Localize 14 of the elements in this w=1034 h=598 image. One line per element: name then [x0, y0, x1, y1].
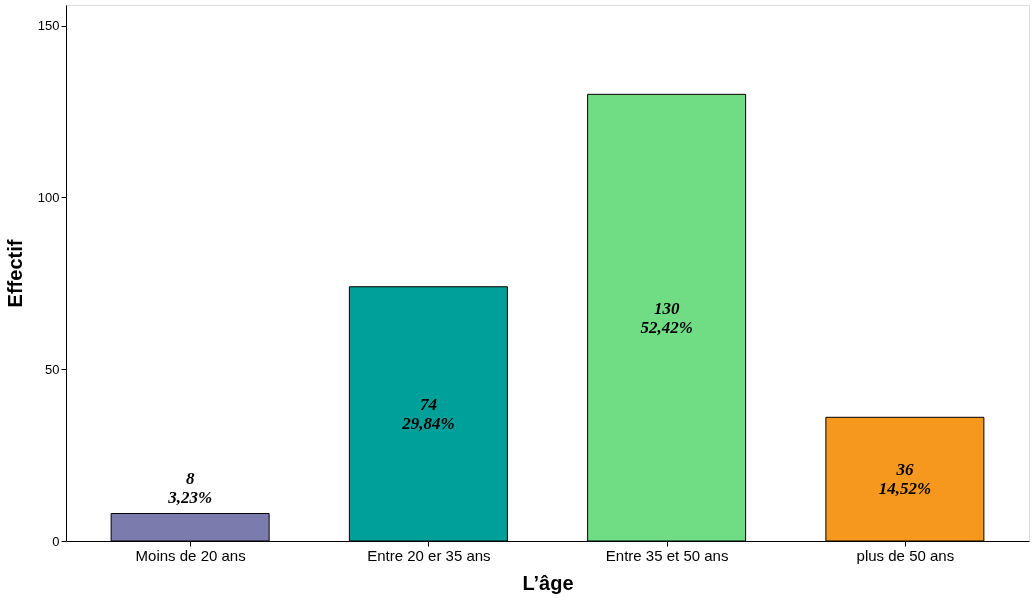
- y-tick-label: 50: [45, 361, 60, 377]
- y-tick-label: 150: [37, 18, 60, 34]
- data-label: 8 3,23%: [167, 468, 213, 507]
- y-axis-title: Effectif: [3, 239, 26, 308]
- x-axis-title: L’âge: [522, 571, 574, 594]
- y-tick-label: 0: [52, 533, 60, 549]
- data-label: 36 14,52%: [878, 460, 932, 499]
- x-tick-label: Entre 20 er 35 ans: [367, 546, 491, 564]
- x-tick-label: Entre 35 et 50 ans: [605, 546, 729, 564]
- x-tick-label: Moins de 20 ans: [135, 546, 246, 564]
- y-tick-label: 100: [37, 189, 60, 205]
- data-label: 74 29,84%: [401, 394, 455, 433]
- data-label: 130 52,42%: [640, 298, 693, 337]
- x-tick-label: plus de 50 ans: [856, 546, 955, 564]
